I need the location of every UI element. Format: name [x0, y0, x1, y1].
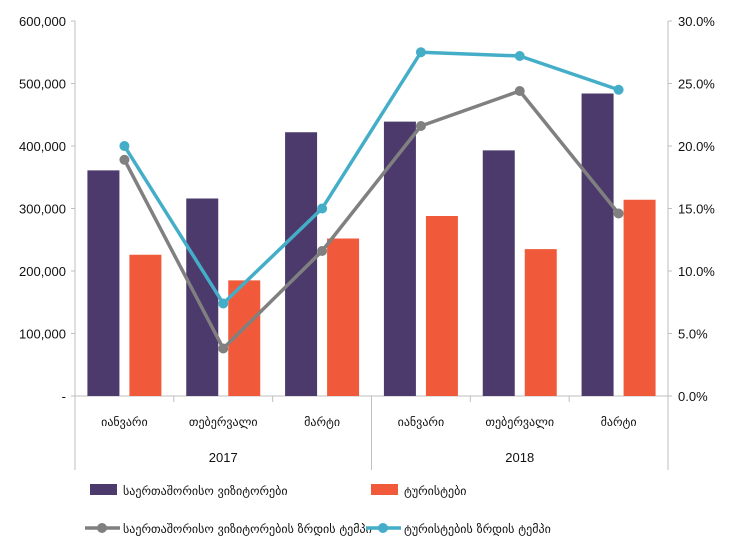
right-tick-label: 0.0% — [678, 389, 708, 404]
legend-label-4: ტურისტების ზრდის ტემპი — [404, 522, 551, 536]
group-label: 2017 — [209, 450, 238, 465]
line-point-series-3 — [317, 246, 328, 256]
right-tick-label: 25.0% — [678, 77, 715, 92]
left-tick-label: 100,000 — [19, 327, 66, 342]
bar-series-1 — [186, 198, 219, 396]
line-point-series-4 — [119, 141, 130, 151]
legend-swatch-2 — [371, 484, 398, 495]
bar-series-1 — [87, 170, 120, 396]
legend: საერთაშორისო ვიზიტორები ტურისტები საერთაშო… — [85, 484, 551, 536]
category-label: თებერვალი — [485, 415, 554, 429]
line-point-series-4 — [317, 203, 328, 214]
line-point-series-4 — [415, 47, 426, 58]
line-point-series-3 — [613, 208, 624, 219]
right-tick-label: 5.0% — [678, 327, 708, 342]
bar-series-2 — [129, 254, 162, 396]
bar-series-2 — [524, 249, 557, 396]
line-point-series-3 — [514, 86, 525, 96]
line-point-series-4 — [613, 84, 624, 95]
bar-series-1 — [383, 121, 416, 396]
bar-series-1 — [581, 93, 614, 396]
lines-layer — [119, 47, 624, 354]
legend-label-1: საერთაშორისო ვიზიტორები — [123, 484, 288, 498]
bar-series-2 — [623, 199, 656, 396]
category-label: თებერვალი — [189, 415, 258, 429]
legend-marker-3 — [97, 523, 107, 533]
line-point-series-3 — [119, 154, 130, 165]
legend-marker-4 — [378, 523, 388, 533]
left-tick-label: - — [62, 389, 66, 404]
legend-label-3: საერთაშორისო ვიზიტორების ზრდის ტემპი — [123, 522, 372, 536]
bar-series-2 — [327, 238, 360, 396]
right-tick-label: 20.0% — [678, 139, 715, 154]
left-tick-label: 500,000 — [19, 77, 66, 92]
bar-series-1 — [482, 150, 515, 396]
category-label: მარტი — [601, 415, 637, 429]
legend-swatch-1 — [90, 484, 117, 495]
line-point-series-3 — [415, 121, 426, 131]
left-tick-label: 400,000 — [19, 139, 66, 154]
bars-layer — [87, 93, 656, 396]
group-label: 2018 — [505, 450, 534, 465]
line-point-series-4 — [218, 298, 229, 309]
category-label: მარტი — [304, 415, 340, 429]
right-tick-label: 15.0% — [678, 202, 715, 217]
line-series-4 — [122, 50, 620, 306]
right-tick-label: 10.0% — [678, 264, 715, 279]
axes-layer: - 100,000 200,000 300,000 400,000 500,000 600,… — [19, 14, 715, 470]
right-tick-label: 30.0% — [678, 14, 715, 29]
legend-label-2: ტურისტები — [404, 484, 467, 498]
bar-series-1 — [285, 132, 318, 396]
left-tick-label: 300,000 — [19, 202, 66, 217]
category-label: იანვარი — [398, 415, 445, 429]
left-tick-label: 600,000 — [19, 14, 66, 29]
bar-series-2 — [425, 216, 458, 396]
left-tick-label: 200,000 — [19, 264, 66, 279]
line-point-series-3 — [218, 343, 229, 354]
line-series-3 — [122, 89, 620, 351]
line-point-series-4 — [514, 51, 525, 61]
category-label: იანვარი — [101, 415, 148, 429]
